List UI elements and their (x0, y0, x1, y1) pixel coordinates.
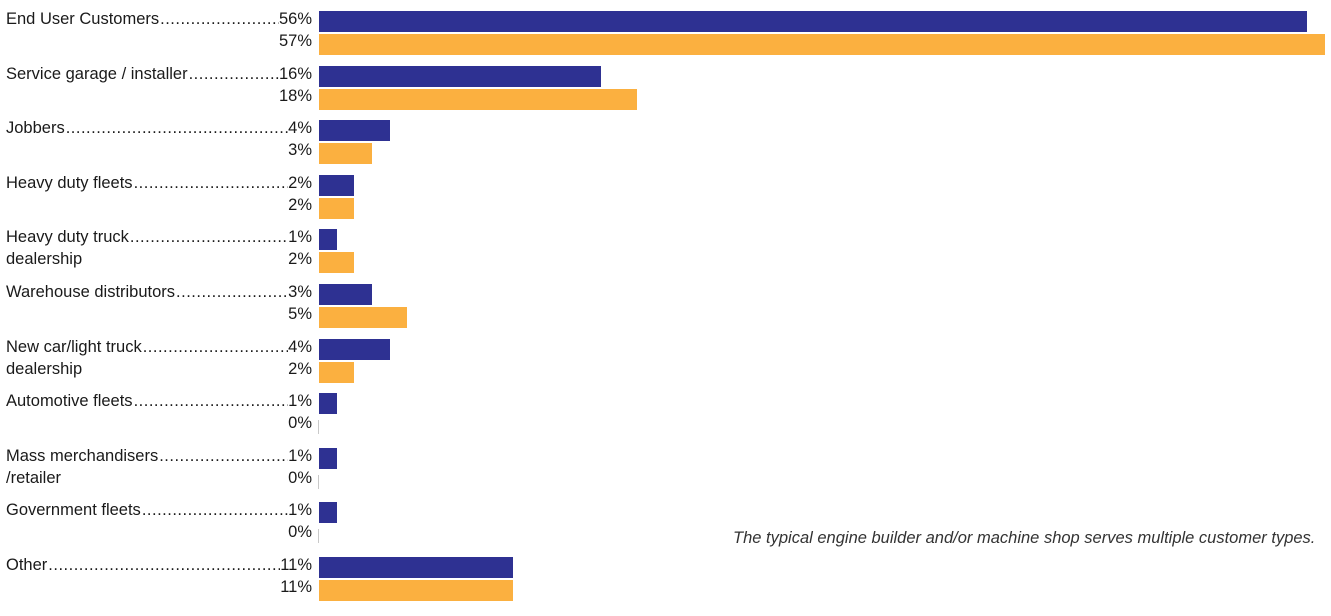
bar-series-1 (319, 11, 1308, 32)
bar-series-1 (319, 557, 514, 578)
bar-series-1 (319, 502, 337, 524)
category-label: Heavy duty truck 1% dealership 2% (6, 226, 312, 270)
series-2-data-label: 2% (288, 195, 312, 214)
zero-value-tick (318, 474, 319, 489)
category-label: Jobbers 4% 3% (6, 117, 312, 161)
series-1-data-label: 2% (288, 173, 312, 192)
category-name: Heavy duty fleets (6, 173, 133, 192)
category-name: Heavy duty truck (6, 228, 129, 247)
category-name: Government fleets (6, 501, 141, 520)
category-name: New car/light truck (6, 337, 142, 356)
category-name: Service garage / installer (6, 64, 188, 83)
leader-dots (129, 226, 288, 248)
category-name-continued: dealership (6, 359, 83, 378)
category-name-continued: /retailer (6, 468, 62, 487)
category-label: Warehouse distributors 3% 5% (6, 281, 312, 325)
series-1-data-label: 4% (288, 119, 312, 138)
leader-dots (65, 117, 288, 139)
series-2-data-label: 2% (288, 250, 312, 269)
series-1-data-label: 56% (278, 10, 312, 28)
category-name: Jobbers (6, 119, 65, 138)
category-name: Other (6, 556, 48, 574)
series-2-data-label: 2% (288, 359, 312, 378)
bar-series-2 (319, 197, 355, 219)
series-2-data-label: 3% (288, 141, 312, 160)
leader-dots (47, 554, 280, 576)
bar-series-1 (319, 447, 337, 469)
category-name: Automotive fleets (6, 392, 133, 411)
bar-series-2 (319, 580, 514, 601)
category-label: Heavy duty fleets 2% 2% (6, 172, 312, 216)
series-1-data-label: 3% (288, 283, 312, 301)
chart-caption: The typical engine builder and/or machin… (733, 529, 1316, 547)
category-name: End User Customers (6, 10, 160, 28)
leader-dots (158, 445, 288, 467)
series-1-data-label: 11% (280, 556, 312, 574)
bar-series-1 (319, 284, 372, 305)
bar-series-1 (319, 65, 602, 87)
series-2-data-label: 57% (278, 32, 312, 50)
bar-series-1 (319, 393, 337, 415)
series-2-data-label: 18% (278, 86, 312, 105)
zero-value-tick (318, 529, 319, 544)
category-label: Mass merchandisers 1% /retailer 0% (6, 445, 312, 489)
series-2-data-label: 0% (288, 468, 312, 487)
leader-dots (133, 172, 289, 194)
category-label: Other 11% 11% (6, 554, 312, 598)
bar-series-1 (319, 338, 390, 360)
bar-series-2 (319, 88, 637, 110)
category-label: Service garage / installer 16% 18% (6, 63, 312, 107)
bar-series-1 (319, 120, 390, 142)
zero-value-tick (318, 420, 319, 435)
leader-dots (142, 336, 288, 358)
series-1-data-label: 1% (288, 501, 312, 520)
category-label: Government fleets 1% 0% (6, 499, 312, 543)
series-1-data-label: 16% (278, 64, 312, 83)
category-name: Warehouse distributors (6, 283, 176, 301)
bar-series-2 (319, 361, 355, 383)
bar-series-2 (319, 34, 1325, 55)
series-2-data-label: 11% (280, 578, 312, 596)
series-1-data-label: 1% (288, 446, 312, 465)
leader-dots (188, 63, 279, 85)
bar-series-1 (319, 174, 355, 196)
bar-series-2 (319, 252, 355, 274)
series-1-data-label: 1% (288, 228, 312, 247)
series-2-data-label: 0% (288, 523, 312, 542)
bar-series-1 (319, 229, 337, 251)
category-label: End User Customers 56% 57% (6, 8, 312, 52)
leader-dots (133, 390, 289, 412)
category-name: Mass merchandisers (6, 446, 159, 465)
leader-dots (141, 499, 288, 521)
leader-dots (159, 8, 279, 30)
category-label: New car/light truck 4% dealership 2% (6, 336, 312, 380)
category-label: Automotive fleets 1% 0% (6, 390, 312, 434)
series-2-data-label: 5% (288, 305, 312, 323)
bar-series-2 (319, 307, 408, 328)
series-1-data-label: 1% (288, 392, 312, 411)
series-1-data-label: 4% (288, 337, 312, 356)
leader-dots (175, 281, 288, 303)
bar-series-2 (319, 143, 372, 165)
series-2-data-label: 0% (288, 414, 312, 433)
category-name-continued: dealership (6, 250, 83, 269)
